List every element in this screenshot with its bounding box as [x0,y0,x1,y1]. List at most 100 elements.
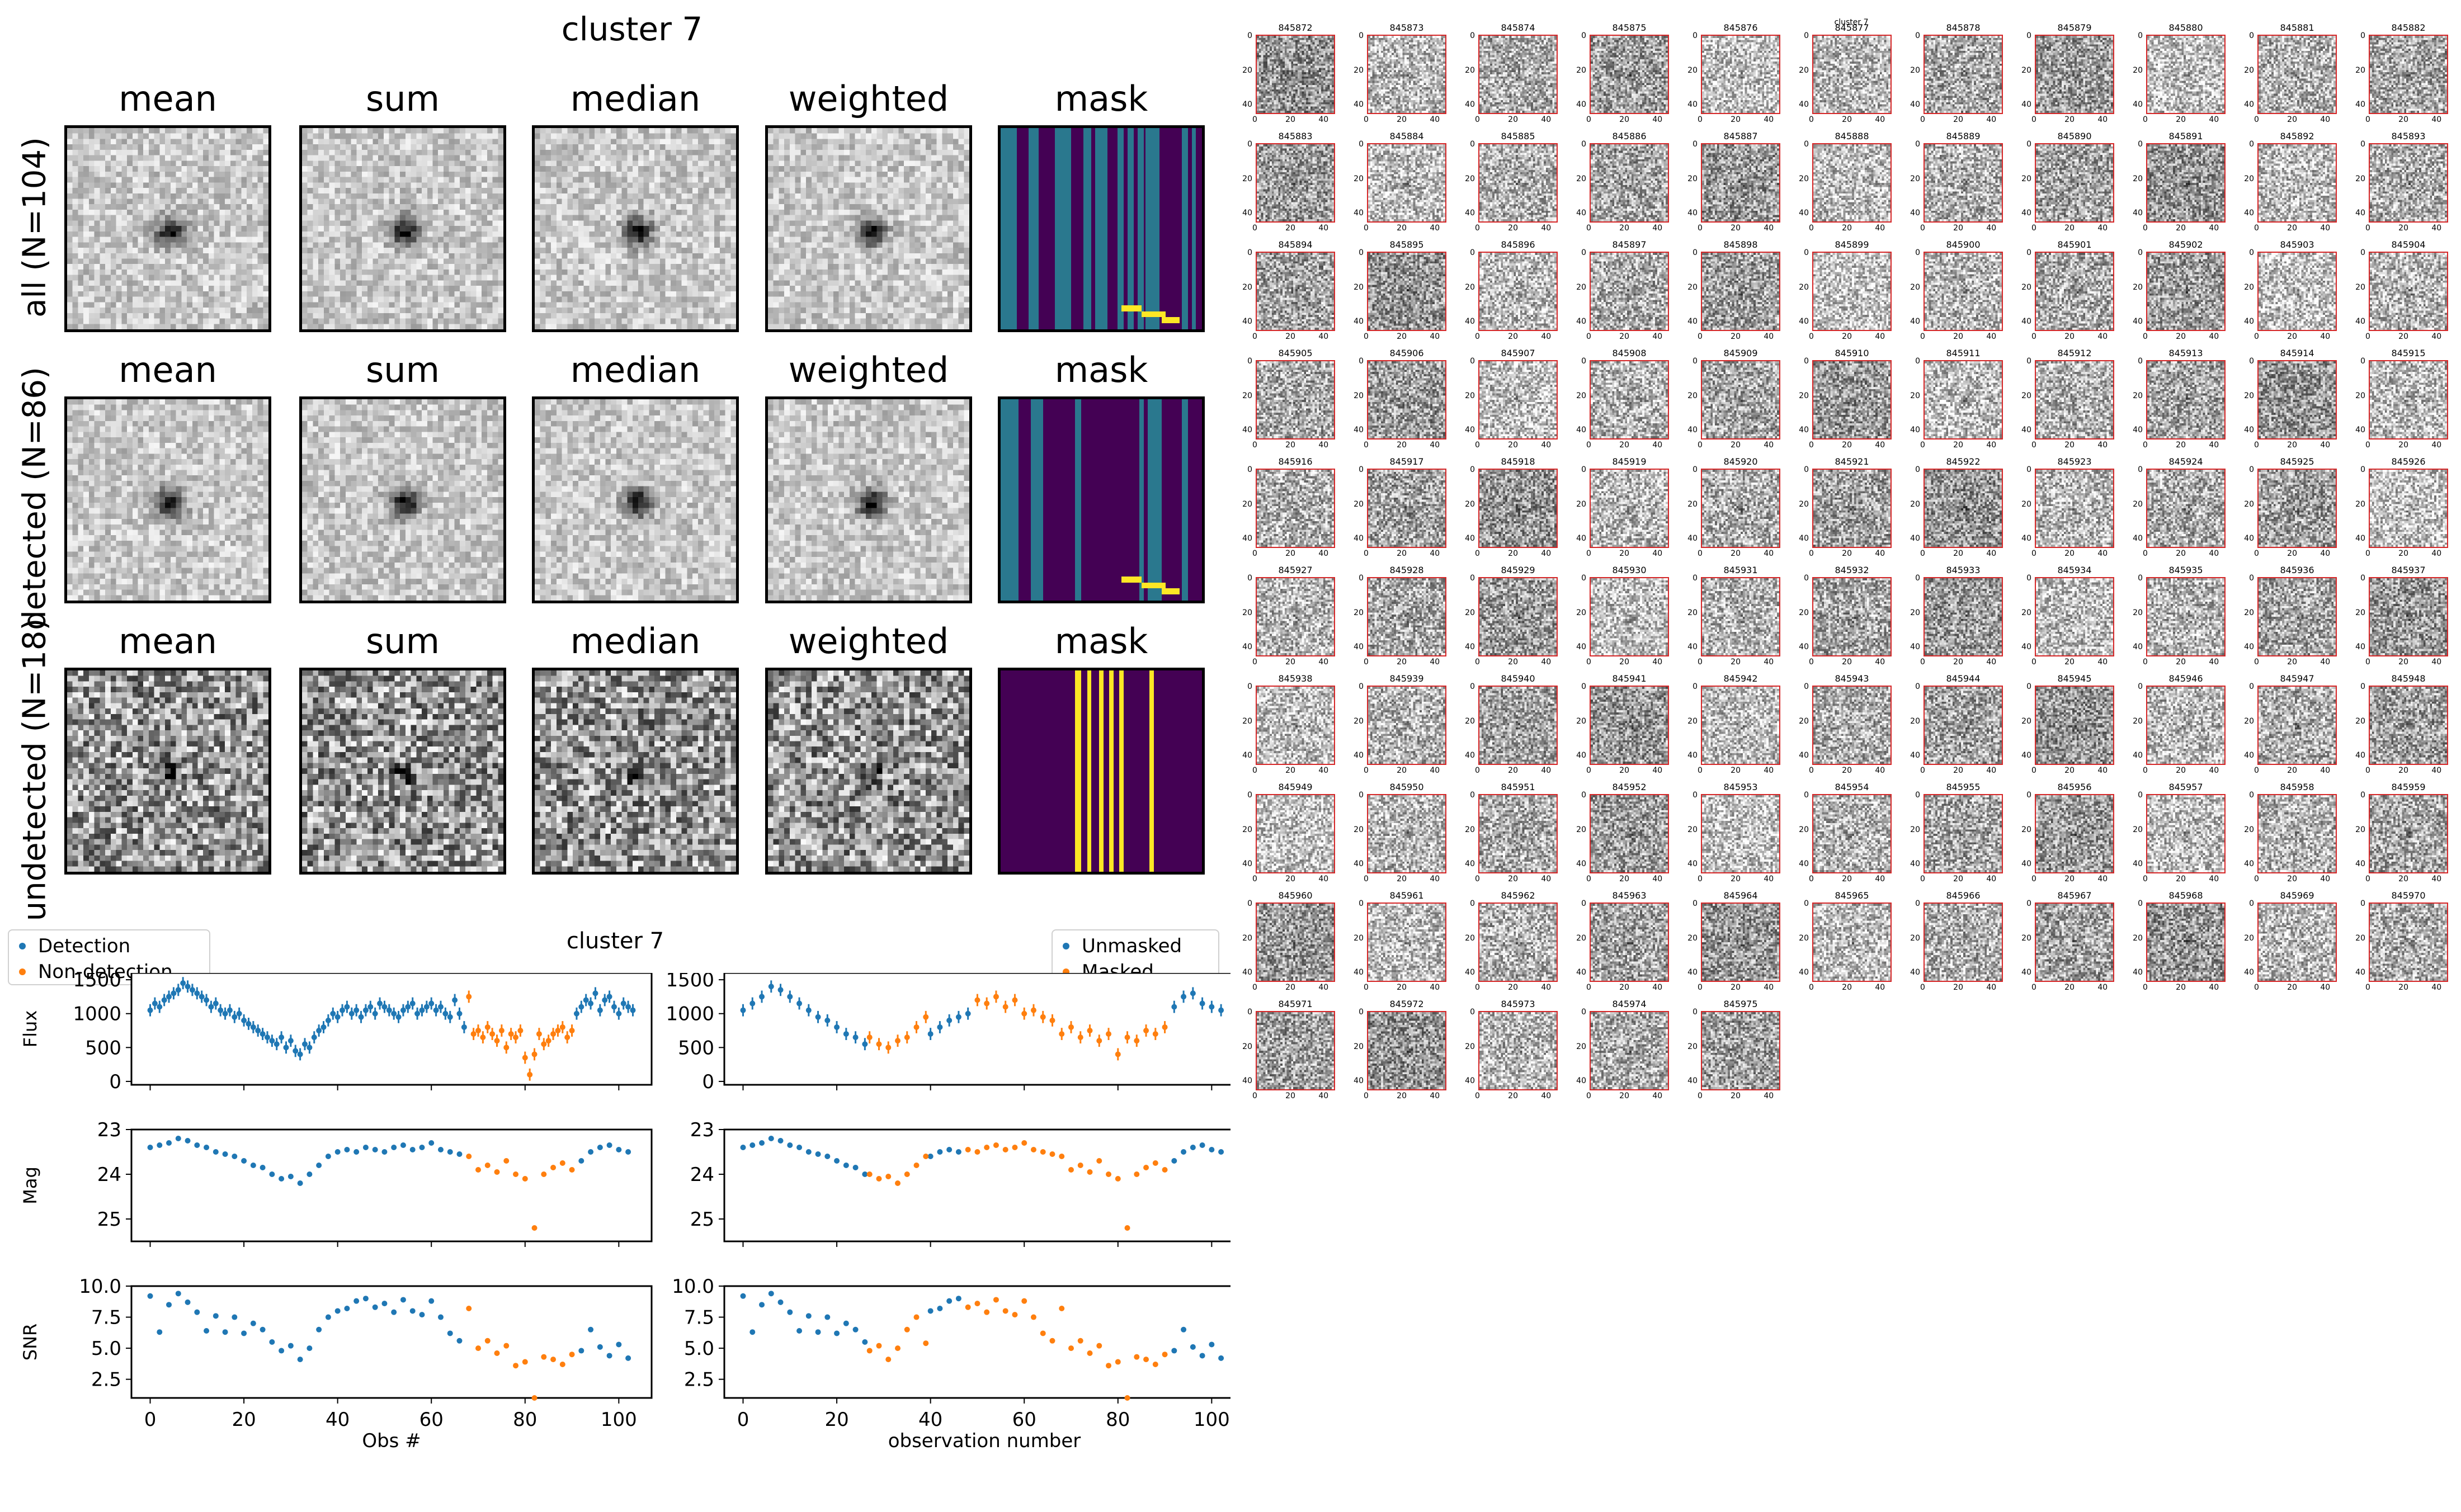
thumbnail-id: 845948 [2391,673,2426,684]
thumbnail-x-tick: 0 [1586,224,1591,233]
thumbnail-x-tick: 20 [2398,441,2408,450]
data-point [965,1147,971,1152]
thumbnail-id: 845899 [1835,239,1869,250]
thumbnail-x-tick: 40 [1986,658,1997,667]
thumbnail-x-tick: 0 [2031,115,2036,124]
data-point [787,1309,793,1315]
thumbnail-x-tick: 0 [1475,1092,1480,1100]
thumbnail-y-tick: 20 [1576,499,1586,509]
thumbnail-y-tick: 20 [1910,174,1920,183]
thumbnail-x-tick: 40 [2209,549,2219,558]
y-tick-label: 7.5 [684,1307,714,1329]
thumbnail-image [1590,686,1669,765]
thumbnail-y-tick: 20 [1799,608,1809,617]
thumbnail-y-tick: 20 [1465,499,1475,509]
data-point [222,1329,228,1335]
thumbnail-y-tick: 0 [2249,357,2254,366]
thumbnail-image [2257,360,2337,440]
thumbnail-x-tick: 40 [2209,766,2219,775]
data-point [843,1163,849,1168]
data-point [993,1142,999,1148]
thumbnail-y-tick: 0 [2360,682,2365,691]
thumbnail-x-tick: 40 [1875,658,1885,667]
thumbnail-x-tick: 20 [2064,766,2075,775]
thumbnail-x-tick: 20 [1285,875,1295,883]
thumbnail-y-tick: 0 [2138,357,2143,366]
thumbnail-id: 845888 [1835,131,1869,141]
thumbnail-image [1590,794,1669,873]
thumbnail-id: 845881 [2280,22,2314,33]
thumbnail-y-tick: 40 [2355,968,2365,977]
data-point [1030,1147,1036,1152]
thumbnail-x-tick: 20 [2064,875,2075,883]
thumbnail-y-tick: 20 [2021,825,2031,834]
thumbnail-y-tick: 0 [2360,465,2365,474]
thumbnail-id: 845873 [1389,22,1424,33]
thumbnail-id: 845944 [1946,673,1981,684]
data-point [325,1154,331,1159]
thumbnail-x-tick: 40 [2320,332,2331,341]
thumbnail-y-tick: 20 [2355,282,2365,292]
thumbnail-x-tick: 20 [1508,115,1518,124]
thumbnail-y-tick: 20 [2133,65,2143,75]
x-tick-label: 80 [513,1409,537,1431]
thumbnail-y-tick: 40 [2021,534,2031,544]
thumbnail-x-tick: 20 [1619,658,1629,667]
thumbnail-y-tick: 20 [2021,608,2031,617]
thumbnail-x-tick: 0 [1920,875,1925,883]
data-point [876,1343,882,1349]
thumbnail-x-tick: 40 [1318,983,1329,992]
thumbnail-image [1478,686,1558,765]
thumbnail-x-tick: 20 [1619,549,1629,558]
thumbnail-y-tick: 0 [1915,899,1920,908]
data-point [1190,1344,1196,1350]
mask-stripe [1001,128,1017,329]
data-point [913,1314,920,1320]
thumbnail-x-tick: 40 [2097,875,2108,883]
thumbnail-y-tick: 40 [2021,968,2031,977]
thumbnail-y-tick: 40 [2133,209,2143,218]
data-point [777,987,784,993]
thumbnail-y-tick: 0 [1804,31,1809,40]
data-point [1115,1051,1121,1057]
data-point [1171,1158,1177,1164]
thumbnail-y-tick: 0 [1581,31,1586,40]
thumbnail-y-tick: 20 [1687,174,1698,183]
thumbnail-id: 845913 [2168,348,2203,358]
thumbnail-x-tick: 0 [1586,115,1591,124]
data-point [194,990,200,996]
data-point [1152,1160,1158,1166]
data-point [805,1007,812,1013]
data-point [260,1031,266,1037]
data-point [777,1138,784,1144]
thumbnail-y-tick: 40 [1242,534,1252,544]
thumbnail-y-tick: 20 [1465,933,1475,943]
data-point [452,997,458,1003]
thumbnail-y-tick: 20 [2133,825,2143,834]
thumbnail-y-tick: 20 [2244,825,2254,834]
thumbnail-x-tick: 40 [1875,983,1885,992]
data-point [597,1145,603,1150]
data-point [334,1014,341,1020]
thumbnail-y-tick: 40 [1799,859,1809,869]
mask-stripe [1029,128,1039,329]
thumbnail-x-tick: 20 [2398,658,2408,667]
thumbnail-x-tick: 0 [1809,983,1814,992]
data-point [419,1145,425,1150]
thumbnail-image [1812,143,1892,223]
data-point [293,1048,299,1054]
data-point [498,1028,505,1034]
mask-stripe [1139,399,1144,601]
thumbnail-x-tick: 20 [2176,875,2186,883]
data-point [550,1031,557,1037]
mask-stripe [1145,128,1160,329]
data-point [531,1395,538,1401]
thumbnail-x-tick: 0 [2365,983,2370,992]
thumbnail-x-tick: 40 [1541,332,1552,341]
thumbnail-y-tick: 0 [2026,682,2031,691]
data-point [189,987,195,993]
thumbnail-x-tick: 0 [1920,115,1925,124]
data-point [1106,1363,1112,1369]
thumbnail-x-tick: 40 [1541,983,1552,992]
thumbnail-x-tick: 0 [1364,441,1369,450]
